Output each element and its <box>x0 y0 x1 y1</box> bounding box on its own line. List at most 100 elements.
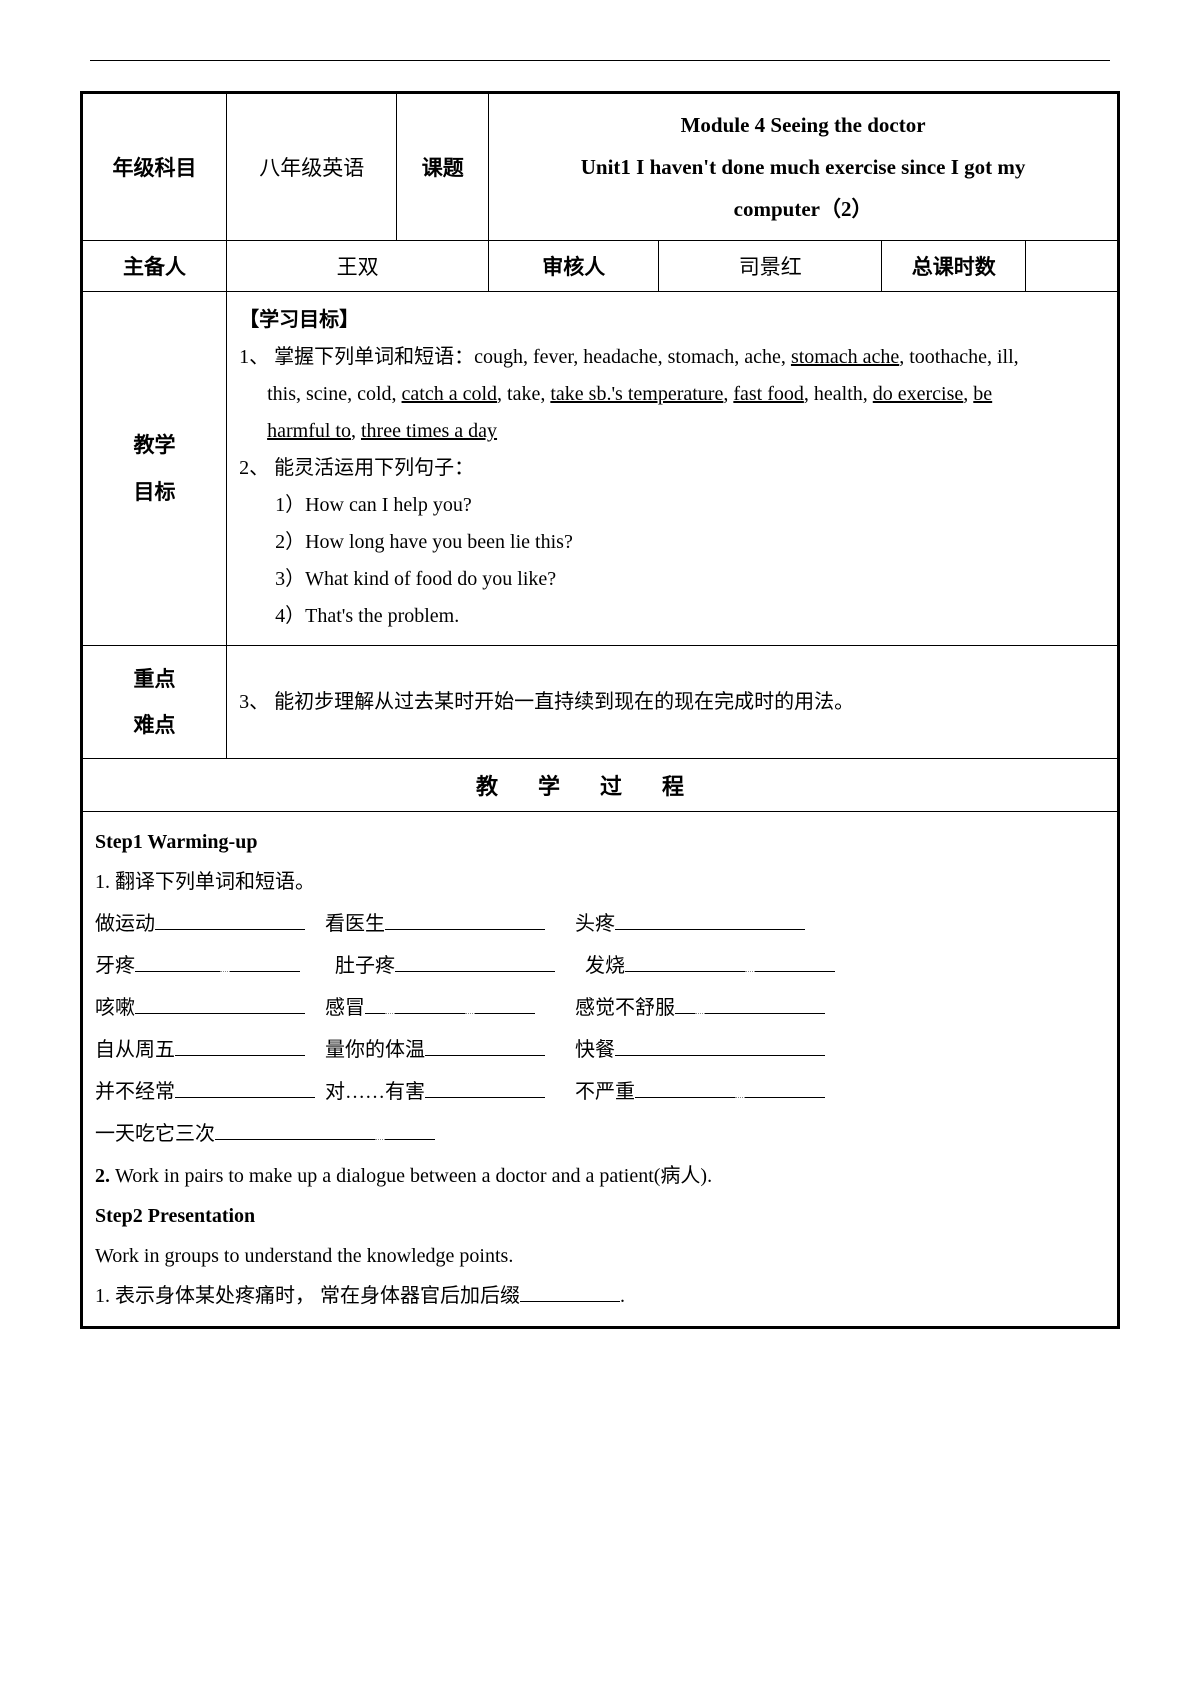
goals-label-2: 目标 <box>134 480 176 504</box>
kp1-tail: . <box>620 1285 625 1307</box>
dotted-mark <box>735 1080 745 1098</box>
blank-line <box>615 1036 825 1056</box>
table-row: 教学 目标 【学习目标】 1、 掌握下列单词和短语：cough, fever, … <box>83 292 1118 646</box>
preparer-label: 主备人 <box>83 241 227 292</box>
page: 年级科目 八年级英语 课题 Module 4 Seeing the doctor… <box>0 0 1200 1369</box>
focus-label-2: 难点 <box>134 713 176 737</box>
teaching-goals-content: 【学习目标】 1、 掌握下列单词和短语：cough, fever, headac… <box>227 292 1118 646</box>
fill-item: 牙疼 <box>95 946 335 986</box>
blank-line <box>425 1036 545 1056</box>
goal1-words-a: cough, fever, headache, stomach, ache, <box>474 346 791 368</box>
translate-intro: 1. 翻译下列单词和短语。 <box>95 862 1105 902</box>
table-row: 教学过程 <box>83 759 1118 812</box>
goals-label-1: 教学 <box>134 433 176 457</box>
blank-line <box>615 910 805 930</box>
blank-line <box>520 1282 620 1302</box>
fill-label: 自从周五 <box>95 1030 175 1070</box>
pairwork-num: 2. <box>95 1165 115 1187</box>
blank-line <box>425 1078 545 1098</box>
blank-line <box>135 952 220 972</box>
fill-label: 量你的体温 <box>325 1030 425 1070</box>
pairwork-cn: 病人 <box>660 1165 700 1187</box>
unit-title-line1: Unit1 I haven't done much exercise since… <box>501 146 1105 188</box>
total-periods-value <box>1026 241 1118 292</box>
goal1-l2e: , <box>963 383 973 405</box>
fill-item: 做运动 <box>95 904 325 944</box>
goal1-line3: harmful to, three times a day <box>239 413 1105 450</box>
goal1-u2: catch a cold <box>402 383 498 405</box>
goal2-s1: 1）How can I help you? <box>239 487 1105 524</box>
preparer-value: 王双 <box>227 241 489 292</box>
goal1-u7: harmful to <box>267 420 351 442</box>
topic-label: 课题 <box>397 94 489 241</box>
fill-item: 咳嗽 <box>95 988 325 1028</box>
grade-subject-label: 年级科目 <box>83 94 227 241</box>
fill-label: 对……有害 <box>325 1072 425 1112</box>
blank-line <box>675 994 695 1014</box>
blank-line <box>475 994 535 1014</box>
fill-item: 感冒 <box>325 988 575 1028</box>
goal1-u4: fast food <box>733 383 804 405</box>
fill-row-2: 牙疼 肚子疼 发烧 <box>95 946 1105 986</box>
goals-section-title: 【学习目标】 <box>239 302 1105 339</box>
fill-row-1: 做运动 看医生 头疼 <box>95 904 1105 944</box>
blank-line <box>385 910 545 930</box>
kp1-text: 1. 表示身体某处疼痛时， 常在身体器官后加后缀 <box>95 1285 520 1307</box>
dotted-mark <box>745 954 755 972</box>
fill-item: 快餐 <box>575 1030 825 1070</box>
lesson-plan-table: 年级科目 八年级英语 课题 Module 4 Seeing the doctor… <box>82 93 1118 1327</box>
total-periods-label: 总课时数 <box>882 241 1026 292</box>
pairwork-tail: ). <box>700 1165 712 1187</box>
fill-item: 不严重 <box>575 1072 825 1112</box>
grade-subject-value: 八年级英语 <box>227 94 397 241</box>
table-row: Step1 Warming-up 1. 翻译下列单词和短语。 做运动 看医生 头… <box>83 812 1118 1327</box>
goal1-l3b: , <box>351 420 361 442</box>
blank-line <box>625 952 745 972</box>
blank-line <box>155 910 305 930</box>
fill-label: 头疼 <box>575 904 615 944</box>
blank-line <box>175 1036 305 1056</box>
dotted-mark <box>220 954 230 972</box>
teaching-process-body: Step1 Warming-up 1. 翻译下列单词和短语。 做运动 看医生 头… <box>83 812 1118 1327</box>
focus-difficulty-content: 3、 能初步理解从过去某时开始一直持续到现在的现在完成时的用法。 <box>227 646 1118 759</box>
goal2-s3: 3）What kind of food do you like? <box>239 561 1105 598</box>
table-row: 主备人 王双 审核人 司景红 总课时数 <box>83 241 1118 292</box>
goal1-l2b: , take, <box>497 383 550 405</box>
process-title-text: 教学过程 <box>476 774 724 799</box>
goal1-u6: be <box>973 383 992 405</box>
step2-title: Step2 Presentation <box>95 1196 1105 1236</box>
top-rule <box>90 60 1110 61</box>
blank-line <box>385 1120 435 1140</box>
fill-item: 对……有害 <box>325 1072 575 1112</box>
goal1-u1: stomach ache <box>791 346 899 368</box>
fill-item: 一天吃它三次 <box>95 1114 435 1154</box>
fill-label: 发烧 <box>585 946 625 986</box>
groupwork-line: Work in groups to understand the knowled… <box>95 1236 1105 1276</box>
teaching-goals-label: 教学 目标 <box>83 292 227 646</box>
goal2-s4: 4）That's the problem. <box>239 598 1105 635</box>
teaching-process-header: 教学过程 <box>83 759 1118 812</box>
fill-label: 咳嗽 <box>95 988 135 1028</box>
fill-item: 肚子疼 <box>335 946 585 986</box>
fill-label: 看医生 <box>325 904 385 944</box>
fill-label: 做运动 <box>95 904 155 944</box>
blank-line <box>395 952 555 972</box>
fill-item: 自从周五 <box>95 1030 325 1070</box>
dotted-mark <box>385 996 395 1014</box>
blank-line <box>230 952 300 972</box>
blank-line <box>135 994 305 1014</box>
fill-item: 头疼 <box>575 904 805 944</box>
goal-item-2: 2、 能灵活运用下列句子： <box>239 450 1105 487</box>
goal1-u5: do exercise <box>873 383 964 405</box>
fill-label: 快餐 <box>575 1030 615 1070</box>
blank-line <box>365 994 385 1014</box>
reviewer-value: 司景红 <box>659 241 882 292</box>
dotted-mark <box>695 996 705 1014</box>
goal1-l2c: , <box>723 383 733 405</box>
fill-label: 一天吃它三次 <box>95 1114 215 1154</box>
goal-item-1: 1、 掌握下列单词和短语：cough, fever, headache, sto… <box>239 339 1105 376</box>
blank-line <box>745 1078 825 1098</box>
fill-row-6: 一天吃它三次 <box>95 1114 1105 1154</box>
goal1-l2d: , health, <box>804 383 873 405</box>
fill-item: 量你的体温 <box>325 1030 575 1070</box>
